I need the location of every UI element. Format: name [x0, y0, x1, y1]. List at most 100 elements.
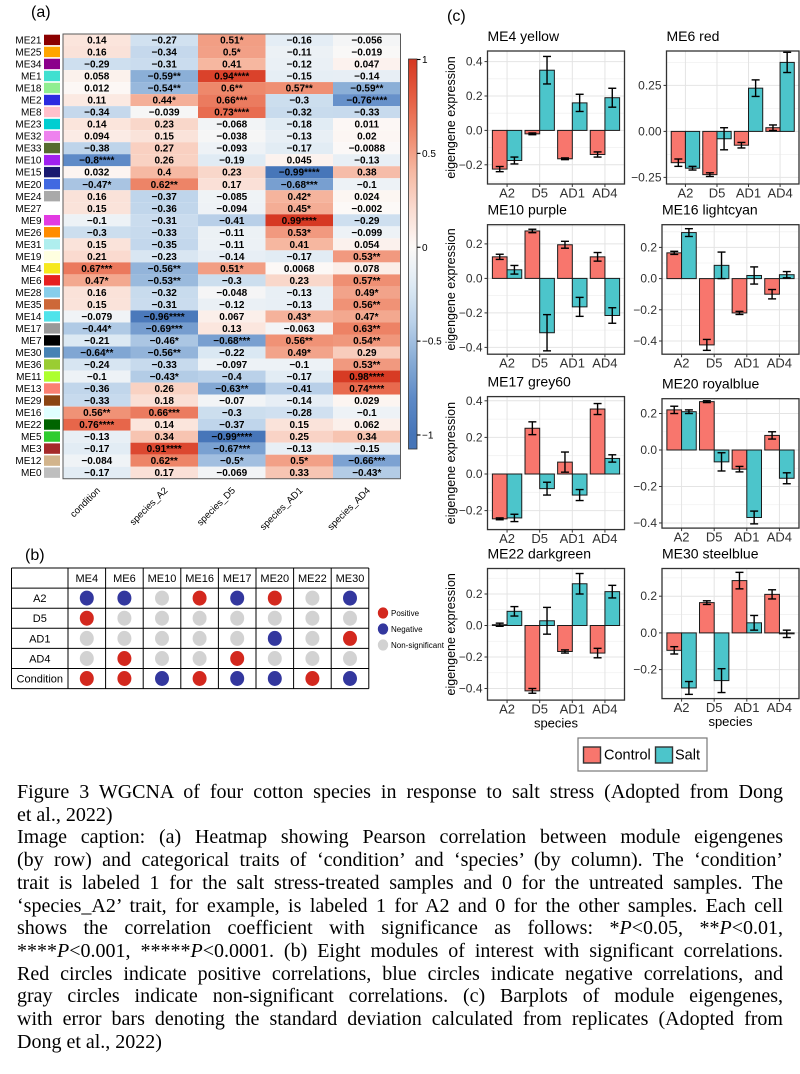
- svg-text:ME10 purple: ME10 purple: [488, 202, 568, 218]
- svg-text:−0.2: −0.2: [459, 306, 483, 320]
- svg-text:0.4: 0.4: [157, 168, 171, 179]
- svg-text:AD4: AD4: [767, 356, 792, 371]
- svg-text:0.53**: 0.53**: [353, 252, 380, 263]
- svg-text:ME35: ME35: [15, 300, 42, 311]
- svg-text:−0.15: −0.15: [287, 72, 313, 83]
- svg-text:−0.1: −0.1: [357, 180, 377, 191]
- svg-text:Positive: Positive: [391, 609, 420, 618]
- svg-text:condition: condition: [68, 485, 103, 520]
- svg-text:ME4: ME4: [21, 264, 42, 275]
- svg-text:Salt: Salt: [675, 748, 700, 764]
- svg-text:0.0068: 0.0068: [284, 264, 315, 275]
- svg-text:0.054: 0.054: [354, 240, 379, 251]
- svg-text:−0.038: −0.038: [216, 132, 247, 143]
- svg-text:−0.31: −0.31: [152, 216, 178, 227]
- svg-text:ME16: ME16: [15, 408, 42, 419]
- svg-text:ME16 lightcyan: ME16 lightcyan: [662, 202, 758, 218]
- svg-text:−0.15: −0.15: [354, 444, 380, 455]
- svg-text:−0.25: −0.25: [631, 170, 662, 184]
- svg-text:AD4: AD4: [767, 530, 792, 545]
- svg-text:−0.1: −0.1: [289, 360, 309, 371]
- svg-text:0.15: 0.15: [87, 240, 107, 251]
- svg-text:0.67***: 0.67***: [81, 264, 112, 275]
- svg-text:−0.099: −0.099: [351, 228, 382, 239]
- svg-text:ME25: ME25: [15, 48, 42, 59]
- svg-text:ME20: ME20: [15, 180, 42, 191]
- svg-text:−0.54**: −0.54**: [148, 84, 181, 95]
- svg-text:ME15: ME15: [15, 168, 42, 179]
- svg-text:AD4: AD4: [592, 531, 617, 546]
- svg-text:Non-significant: Non-significant: [391, 641, 445, 650]
- svg-text:−0.18: −0.18: [287, 120, 313, 131]
- svg-text:−0.093: −0.093: [216, 144, 247, 155]
- svg-text:A2: A2: [674, 356, 690, 371]
- svg-text:0.17: 0.17: [222, 180, 242, 191]
- svg-text:0.2: 0.2: [466, 89, 483, 103]
- svg-text:0.63**: 0.63**: [353, 324, 380, 335]
- svg-text:−0.17: −0.17: [287, 372, 313, 383]
- svg-text:0.15: 0.15: [87, 300, 107, 311]
- svg-text:−0.68***: −0.68***: [213, 336, 250, 347]
- svg-text:−0.2: −0.2: [459, 504, 483, 518]
- svg-text:0.2: 0.2: [640, 407, 657, 421]
- svg-text:ME30: ME30: [336, 573, 365, 585]
- svg-text:0.047: 0.047: [354, 60, 379, 71]
- svg-text:−0.4: −0.4: [633, 334, 657, 348]
- svg-text:−0.079: −0.079: [81, 312, 112, 323]
- svg-text:−0.2: −0.2: [459, 158, 483, 172]
- svg-text:AD4: AD4: [29, 654, 50, 666]
- svg-text:−0.1: −0.1: [87, 372, 107, 383]
- svg-text:0.14: 0.14: [87, 120, 107, 131]
- svg-text:0.2: 0.2: [640, 589, 657, 603]
- svg-text:species_D5: species_D5: [195, 485, 238, 528]
- svg-text:−0.13: −0.13: [287, 132, 313, 143]
- svg-text:0.2: 0.2: [466, 430, 483, 444]
- svg-text:0.0: 0.0: [466, 123, 483, 137]
- svg-text:eigengene expression: eigengene expression: [444, 573, 458, 695]
- svg-text:−0.4: −0.4: [633, 516, 657, 530]
- svg-text:0.76****: 0.76****: [79, 420, 114, 431]
- svg-text:ME7: ME7: [21, 336, 42, 347]
- svg-text:−0.56**: −0.56**: [148, 348, 181, 359]
- svg-text:−0.67***: −0.67***: [213, 444, 250, 455]
- svg-text:D5: D5: [706, 530, 723, 545]
- svg-text:−0.1: −0.1: [357, 408, 377, 419]
- svg-text:0.0: 0.0: [640, 443, 657, 457]
- svg-text:ME3: ME3: [21, 444, 42, 455]
- svg-text:ME9: ME9: [21, 216, 42, 227]
- svg-text:0.49*: 0.49*: [355, 288, 378, 299]
- svg-text:ME28: ME28: [15, 288, 42, 299]
- svg-text:0.47*: 0.47*: [85, 276, 108, 287]
- svg-text:−0.31: −0.31: [152, 300, 178, 311]
- svg-text:−0.019: −0.019: [351, 48, 382, 59]
- svg-text:0.02: 0.02: [357, 132, 377, 143]
- svg-text:D5: D5: [531, 356, 548, 371]
- svg-text:−0.14: −0.14: [287, 396, 313, 407]
- svg-text:0.058: 0.058: [84, 72, 109, 83]
- svg-text:0.25: 0.25: [638, 78, 662, 92]
- svg-text:0.078: 0.078: [354, 264, 379, 275]
- svg-text:ME30 steelblue: ME30 steelblue: [662, 546, 759, 562]
- svg-text:ME19: ME19: [15, 252, 42, 263]
- svg-text:0.26: 0.26: [154, 156, 174, 167]
- svg-text:ME21: ME21: [15, 36, 42, 47]
- svg-text:0.4: 0.4: [466, 55, 483, 69]
- svg-text:0.2: 0.2: [640, 240, 657, 254]
- svg-text:0.15: 0.15: [87, 204, 107, 215]
- svg-text:ME36: ME36: [15, 360, 42, 371]
- svg-text:ME20 royalblue: ME20 royalblue: [662, 376, 759, 392]
- svg-text:0.47*: 0.47*: [355, 312, 378, 323]
- svg-text:AD1: AD1: [560, 186, 585, 201]
- svg-text:D5: D5: [706, 356, 723, 371]
- svg-text:−0.056: −0.056: [351, 36, 382, 47]
- svg-text:−0.34: −0.34: [152, 48, 178, 59]
- svg-text:ME24: ME24: [15, 192, 42, 203]
- svg-text:0.43*: 0.43*: [288, 312, 311, 323]
- svg-text:−0.11: −0.11: [219, 240, 244, 251]
- svg-text:−0.96****: −0.96****: [144, 312, 185, 323]
- svg-text:−0.46*: −0.46*: [150, 336, 179, 347]
- svg-text:0.23: 0.23: [289, 276, 309, 287]
- svg-text:−0.36: −0.36: [84, 384, 110, 395]
- svg-text:0.56**: 0.56**: [353, 300, 380, 311]
- svg-text:0.16: 0.16: [87, 48, 107, 59]
